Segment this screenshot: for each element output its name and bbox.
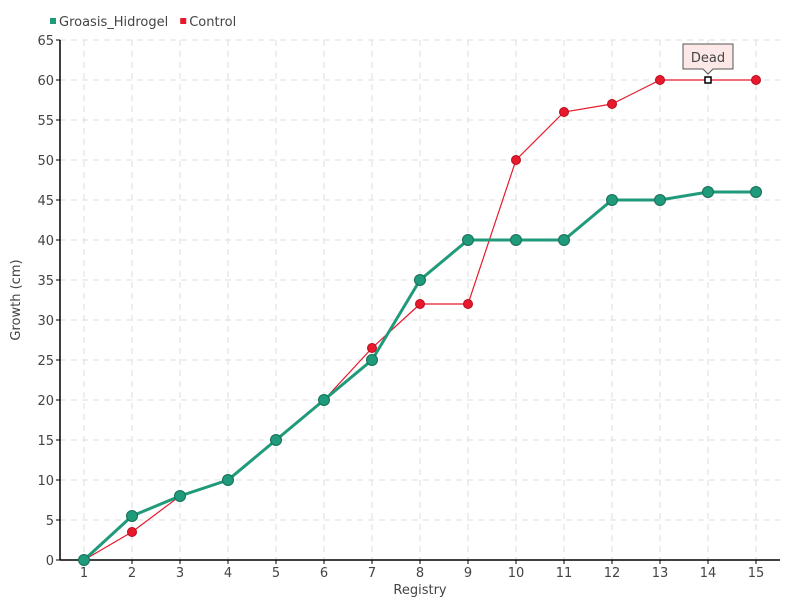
data-point xyxy=(654,194,666,206)
data-point xyxy=(655,75,665,85)
data-point xyxy=(511,155,521,165)
annotation-callout: Dead xyxy=(682,43,734,75)
x-tick-label: 14 xyxy=(700,566,717,581)
x-tick-label: 7 xyxy=(368,566,376,581)
callout-text: Dead xyxy=(691,51,725,66)
data-point xyxy=(558,234,570,246)
data-point xyxy=(367,343,377,353)
y-tick-label: 65 xyxy=(37,34,54,49)
x-tick-label: 6 xyxy=(320,566,328,581)
legend-label[interactable]: Control xyxy=(189,15,236,30)
y-tick-label: 15 xyxy=(37,434,54,449)
data-point xyxy=(415,299,425,309)
x-tick-label: 10 xyxy=(508,566,525,581)
data-point xyxy=(127,527,137,537)
x-tick-label: 1 xyxy=(80,566,88,581)
x-tick-label: 3 xyxy=(176,566,184,581)
x-tick-label: 8 xyxy=(416,566,424,581)
y-tick-label: 10 xyxy=(37,474,54,489)
x-tick-label: 4 xyxy=(224,566,232,581)
x-tick-label: 15 xyxy=(748,566,765,581)
y-tick-label: 5 xyxy=(46,514,54,529)
x-tick-label: 9 xyxy=(464,566,472,581)
data-point xyxy=(606,194,618,206)
y-tick-label: 55 xyxy=(37,114,54,129)
x-tick-label: 11 xyxy=(556,566,573,581)
y-tick-label: 0 xyxy=(46,554,54,569)
x-axis-label: Registry xyxy=(393,583,447,598)
data-point xyxy=(366,354,378,366)
data-point xyxy=(126,510,138,522)
data-point xyxy=(750,186,762,198)
x-tick-label: 2 xyxy=(128,566,136,581)
data-point xyxy=(702,186,714,198)
legend-label[interactable]: Groasis_Hidrogel xyxy=(59,15,168,30)
data-point xyxy=(270,434,282,446)
y-tick-label: 45 xyxy=(37,194,54,209)
y-tick-label: 25 xyxy=(37,354,54,369)
data-point xyxy=(463,299,473,309)
data-point xyxy=(510,234,522,246)
x-tick-label: 13 xyxy=(652,566,669,581)
data-point-dead xyxy=(704,76,712,84)
data-point xyxy=(318,394,330,406)
data-point xyxy=(751,75,761,85)
data-point xyxy=(559,107,569,117)
data-point xyxy=(174,490,186,502)
legend-swatch xyxy=(180,18,187,24)
y-tick-label: 20 xyxy=(37,394,54,409)
x-tick-label: 5 xyxy=(272,566,280,581)
data-point xyxy=(462,234,474,246)
series-layer: Dead xyxy=(78,43,762,566)
y-tick-label: 40 xyxy=(37,234,54,249)
legend-swatch xyxy=(50,18,56,24)
callout-box xyxy=(682,43,734,75)
y-tick-label: 50 xyxy=(37,154,54,169)
data-point xyxy=(607,99,617,109)
legend[interactable]: Groasis_Hidrogel Control xyxy=(50,15,236,30)
series-groasis_hidrogel xyxy=(78,186,762,566)
y-tick-label: 60 xyxy=(37,74,54,89)
data-point xyxy=(78,554,90,566)
y-axis-label: Growth (cm) xyxy=(9,259,24,340)
x-tick-label: 12 xyxy=(604,566,621,581)
grid xyxy=(60,39,780,560)
data-point xyxy=(222,474,234,486)
data-point xyxy=(414,274,426,286)
y-tick-label: 35 xyxy=(37,274,54,289)
y-tick-label: 30 xyxy=(37,314,54,329)
